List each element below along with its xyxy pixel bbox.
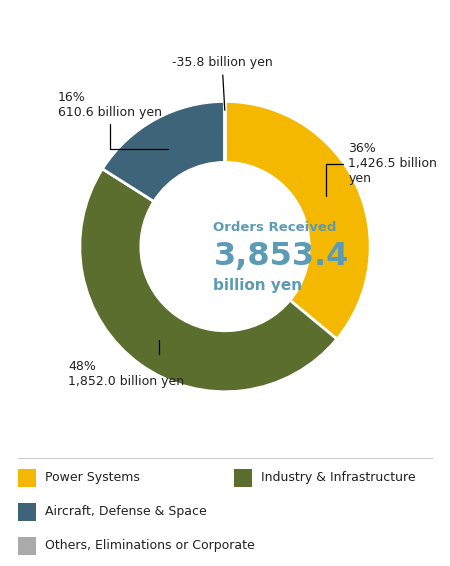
Text: Power Systems: Power Systems	[45, 471, 140, 484]
FancyBboxPatch shape	[234, 469, 252, 487]
FancyBboxPatch shape	[18, 469, 36, 487]
Text: 36%
1,426.5 billion
yen: 36% 1,426.5 billion yen	[326, 142, 437, 196]
Text: 48%
1,852.0 billion yen: 48% 1,852.0 billion yen	[68, 340, 184, 388]
Text: Orders Received: Orders Received	[213, 221, 337, 234]
Text: Industry & Infrastructure: Industry & Infrastructure	[261, 471, 416, 484]
Wedge shape	[80, 169, 337, 392]
Wedge shape	[225, 101, 370, 339]
Circle shape	[145, 167, 305, 327]
Text: 3,853.4: 3,853.4	[213, 241, 349, 272]
Text: 16%
610.6 billion yen: 16% 610.6 billion yen	[58, 91, 168, 149]
Text: Others, Eliminations or Corporate: Others, Eliminations or Corporate	[45, 539, 255, 552]
FancyBboxPatch shape	[18, 503, 36, 521]
Text: -35.8 billion yen: -35.8 billion yen	[172, 57, 272, 110]
Text: billion yen: billion yen	[213, 278, 302, 293]
Wedge shape	[103, 101, 225, 201]
FancyBboxPatch shape	[18, 537, 36, 555]
Text: Aircraft, Defense & Space: Aircraft, Defense & Space	[45, 505, 207, 518]
